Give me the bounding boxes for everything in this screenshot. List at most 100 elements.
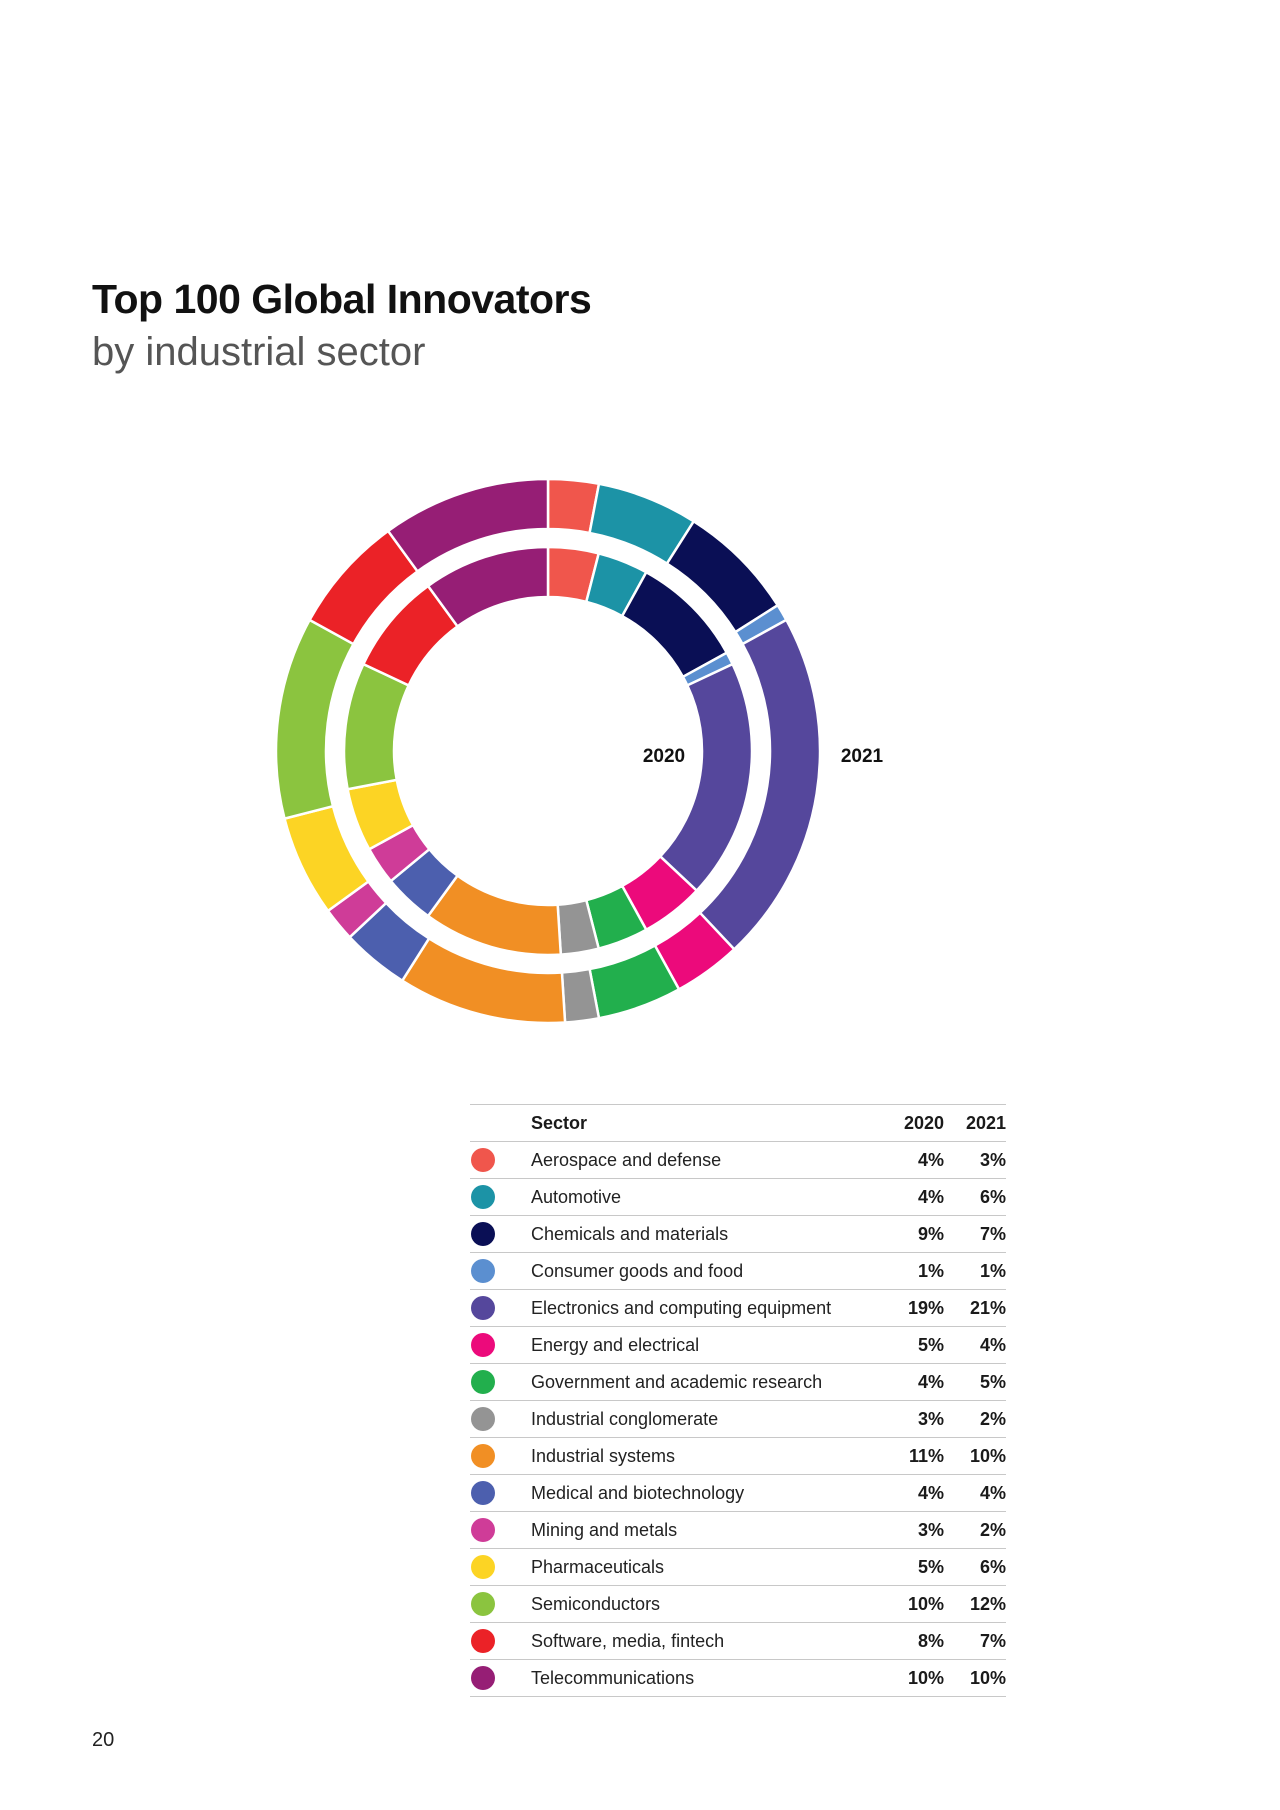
ring-label-2020: 2020 (643, 746, 685, 767)
ring-label-2021: 2021 (841, 746, 884, 767)
color-swatch-cell (470, 1178, 531, 1216)
color-swatch-icon (471, 1629, 495, 1653)
color-swatch-icon (471, 1555, 495, 1579)
table-row: Electronics and computing equipment 19% 21… (470, 1289, 1006, 1327)
value-2021: 4% (944, 1474, 1006, 1512)
sector-name: Software, media, fintech (531, 1622, 884, 1660)
color-swatch-icon (471, 1296, 495, 1320)
donut-segment-2020-telecommunications (426, 545, 550, 629)
sector-name: Mining and metals (531, 1511, 884, 1549)
value-2020: 10% (884, 1585, 944, 1623)
value-2020: 8% (884, 1622, 944, 1660)
color-swatch-cell (470, 1252, 531, 1290)
sector-name: Electronics and computing equipment (531, 1289, 884, 1327)
table-row: Chemicals and materials 9% 7% (470, 1215, 1006, 1253)
table-row: Medical and biotechnology 4% 4% (470, 1474, 1006, 1512)
table-row: Mining and metals 3% 2% (470, 1511, 1006, 1549)
color-swatch-icon (471, 1185, 495, 1209)
color-swatch-cell (470, 1437, 531, 1475)
value-2021: 2% (944, 1400, 1006, 1438)
color-swatch-icon (471, 1370, 495, 1394)
value-2020: 9% (884, 1215, 944, 1253)
donut-segment-2020-electronics-and-computing-equipment (658, 662, 754, 893)
sector-name: Chemicals and materials (531, 1215, 884, 1253)
sector-name: Energy and electrical (531, 1326, 884, 1364)
color-swatch-cell (470, 1215, 531, 1253)
color-swatch-cell (470, 1326, 531, 1364)
value-2021: 6% (944, 1548, 1006, 1586)
color-swatch-cell (470, 1511, 531, 1549)
value-2020: 3% (884, 1511, 944, 1549)
value-2020: 1% (884, 1252, 944, 1290)
value-2021: 10% (944, 1437, 1006, 1475)
value-2021: 5% (944, 1363, 1006, 1401)
sector-name: Consumer goods and food (531, 1252, 884, 1290)
sector-name: Medical and biotechnology (531, 1474, 884, 1512)
value-2021: 1% (944, 1252, 1006, 1290)
value-2021: 12% (944, 1585, 1006, 1623)
ring-2021 (274, 477, 822, 1025)
value-2020: 11% (884, 1437, 944, 1475)
table-row: Pharmaceuticals 5% 6% (470, 1548, 1006, 1586)
table-row: Telecommunications 10% 10% (470, 1659, 1006, 1697)
color-swatch-cell (470, 1474, 531, 1512)
table-header-row: Sector 2020 2021 (470, 1104, 1006, 1142)
sector-name: Automotive (531, 1178, 884, 1216)
donut-segment-2021-telecommunications (386, 477, 550, 574)
donut-segment-2021-semiconductors (274, 618, 356, 821)
color-swatch-icon (471, 1518, 495, 1542)
donut-chart: 2020 2021 (274, 477, 884, 1025)
color-swatch-icon (471, 1259, 495, 1283)
page-number: 20 (92, 1729, 115, 1751)
sector-table: Sector 2020 2021 Aerospace and defense 4%… (470, 1104, 1006, 1697)
sector-name: Semiconductors (531, 1585, 884, 1623)
value-2020: 19% (884, 1289, 944, 1327)
color-swatch-icon (471, 1407, 495, 1431)
color-swatch-cell (470, 1622, 531, 1660)
table-row: Aerospace and defense 4% 3% (470, 1141, 1006, 1179)
color-swatch-icon (471, 1444, 495, 1468)
table-row: Government and academic research 4% 5% (470, 1363, 1006, 1401)
table-row: Automotive 4% 6% (470, 1178, 1006, 1216)
page-title: Top 100 Global Innovators (92, 276, 592, 322)
value-2020: 4% (884, 1474, 944, 1512)
table-row: Software, media, fintech 8% 7% (470, 1622, 1006, 1660)
table-row: Industrial systems 11% 10% (470, 1437, 1006, 1475)
value-2021: 21% (944, 1289, 1006, 1327)
value-2021: 2% (944, 1511, 1006, 1549)
color-swatch-icon (471, 1222, 495, 1246)
donut-segment-2020-semiconductors (342, 662, 411, 791)
table-header-2020: 2020 (884, 1104, 944, 1142)
table-header-swatch (470, 1104, 531, 1142)
color-swatch-cell (470, 1659, 531, 1697)
sector-name: Aerospace and defense (531, 1141, 884, 1179)
sector-name: Industrial conglomerate (531, 1400, 884, 1438)
value-2021: 10% (944, 1659, 1006, 1697)
page-subtitle: by industrial sector (92, 330, 426, 374)
table-row: Consumer goods and food 1% 1% (470, 1252, 1006, 1290)
sector-name: Telecommunications (531, 1659, 884, 1697)
value-2020: 10% (884, 1659, 944, 1697)
value-2020: 5% (884, 1548, 944, 1586)
value-2021: 3% (944, 1141, 1006, 1179)
sector-name: Government and academic research (531, 1363, 884, 1401)
value-2020: 3% (884, 1400, 944, 1438)
table-row: Energy and electrical 5% 4% (470, 1326, 1006, 1364)
color-swatch-icon (471, 1592, 495, 1616)
color-swatch-icon (471, 1666, 495, 1690)
color-swatch-cell (470, 1141, 531, 1179)
value-2020: 5% (884, 1326, 944, 1364)
ring-2020 (342, 545, 754, 957)
value-2020: 4% (884, 1363, 944, 1401)
color-swatch-cell (470, 1585, 531, 1623)
table-row: Semiconductors 10% 12% (470, 1585, 1006, 1623)
value-2020: 4% (884, 1141, 944, 1179)
sector-name: Industrial systems (531, 1437, 884, 1475)
sector-name: Pharmaceuticals (531, 1548, 884, 1586)
color-swatch-icon (471, 1481, 495, 1505)
value-2021: 6% (944, 1178, 1006, 1216)
color-swatch-cell (470, 1363, 531, 1401)
value-2021: 7% (944, 1622, 1006, 1660)
value-2021: 7% (944, 1215, 1006, 1253)
value-2021: 4% (944, 1326, 1006, 1364)
